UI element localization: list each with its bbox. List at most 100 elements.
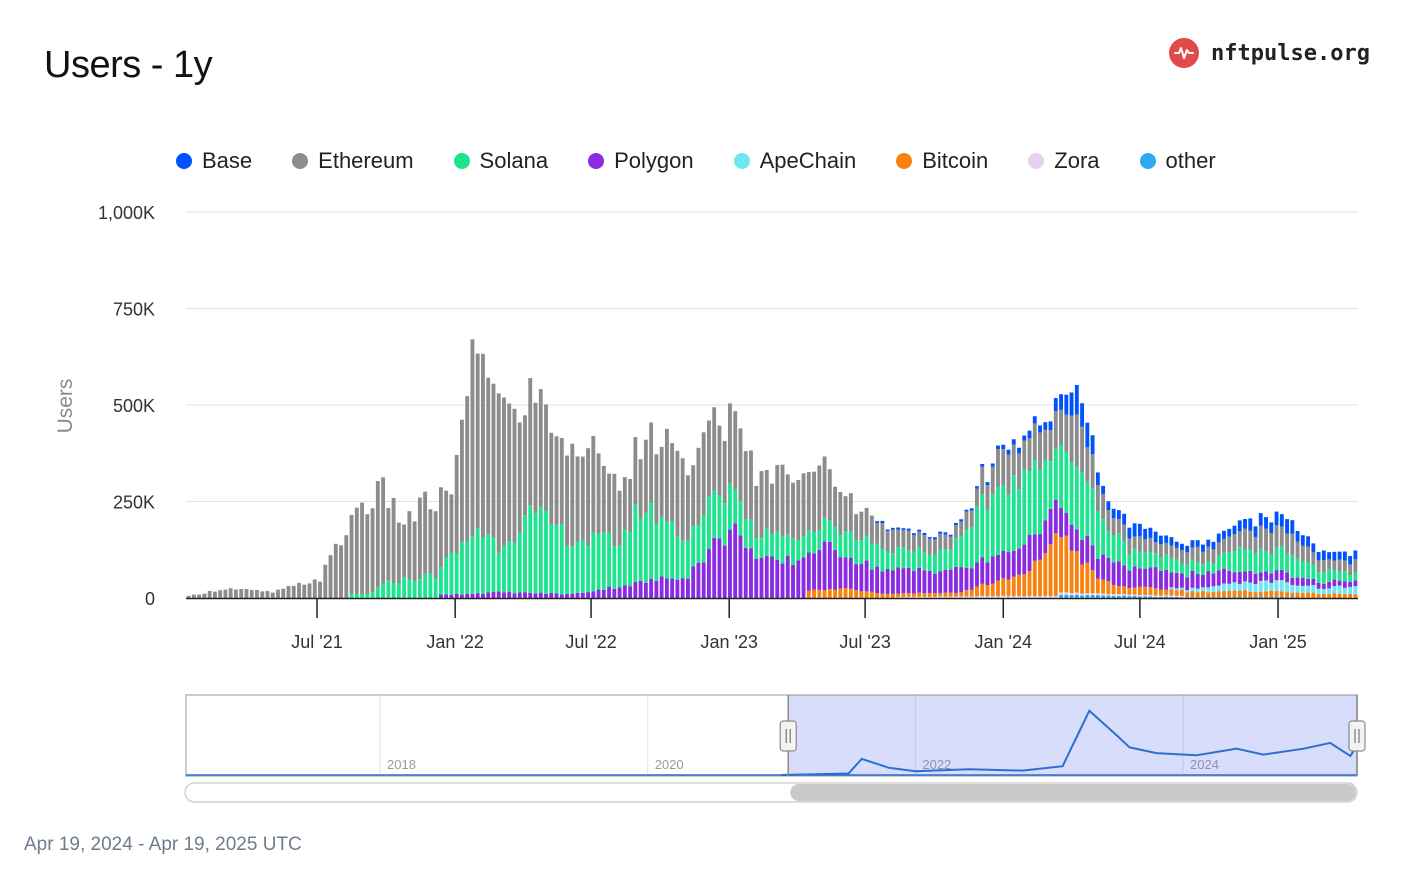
bar-segment-ethereum[interactable] bbox=[601, 465, 606, 533]
bar-segment-solana[interactable] bbox=[381, 583, 386, 598]
bar-segment-polygon[interactable] bbox=[806, 552, 811, 591]
bar-segment-polygon[interactable] bbox=[554, 593, 559, 598]
bar-segment-ethereum[interactable] bbox=[1053, 411, 1058, 449]
bar-segment-ethereum[interactable] bbox=[901, 529, 906, 547]
bar-segment-polygon[interactable] bbox=[1206, 571, 1211, 588]
bar-segment-base[interactable] bbox=[1164, 535, 1169, 543]
bar-segment-base[interactable] bbox=[1169, 537, 1174, 546]
bar-segment-ethereum[interactable] bbox=[565, 455, 569, 547]
bar-segment-polygon[interactable] bbox=[538, 592, 543, 598]
bar-segment-solana[interactable] bbox=[985, 509, 990, 563]
bar-segment-solana[interactable] bbox=[1090, 488, 1095, 546]
bar-segment-ethereum[interactable] bbox=[1232, 534, 1237, 552]
bar-segment-polygon[interactable] bbox=[449, 594, 454, 598]
bar-segment-ethereum[interactable] bbox=[854, 514, 859, 541]
bar-segment-solana[interactable] bbox=[628, 531, 633, 587]
bar-segment-solana[interactable] bbox=[785, 534, 790, 557]
bar-segment-ethereum[interactable] bbox=[701, 432, 706, 515]
bar-segment-other[interactable] bbox=[1164, 596, 1169, 598]
bar-segment-apechain[interactable] bbox=[1201, 587, 1205, 591]
bar-segment-base[interactable] bbox=[1174, 541, 1179, 548]
bar-segment-ethereum[interactable] bbox=[517, 422, 522, 534]
bar-segment-ethereum[interactable] bbox=[1174, 547, 1179, 560]
bar-segment-bitcoin[interactable] bbox=[1127, 588, 1132, 595]
bar-segment-solana[interactable] bbox=[496, 552, 501, 592]
bar-segment-bitcoin[interactable] bbox=[1106, 581, 1111, 595]
bar-segment-other[interactable] bbox=[1106, 595, 1111, 598]
bar-segment-ethereum[interactable] bbox=[670, 443, 675, 522]
bar-segment-apechain[interactable] bbox=[1353, 586, 1358, 595]
bar-segment-base[interactable] bbox=[1348, 556, 1353, 565]
bar-segment-ethereum[interactable] bbox=[402, 524, 407, 578]
bar-segment-ethereum[interactable] bbox=[1059, 409, 1063, 446]
bar-segment-polygon[interactable] bbox=[896, 567, 901, 594]
bar-segment-solana[interactable] bbox=[717, 495, 722, 539]
bar-segment-solana[interactable] bbox=[890, 553, 895, 571]
bar-segment-polygon[interactable] bbox=[1048, 508, 1053, 545]
bar-segment-ethereum[interactable] bbox=[1074, 414, 1079, 467]
bar-segment-ethereum[interactable] bbox=[717, 425, 722, 496]
bar-segment-polygon[interactable] bbox=[1195, 574, 1200, 589]
drag-handle-icon[interactable] bbox=[1348, 720, 1366, 752]
bar-segment-solana[interactable] bbox=[470, 536, 475, 594]
bar-segment-base[interactable] bbox=[996, 445, 1000, 450]
bar-segment-base[interactable] bbox=[985, 482, 990, 486]
bar-segment-solana[interactable] bbox=[1137, 551, 1142, 569]
bar-segment-solana[interactable] bbox=[990, 494, 995, 557]
bar-segment-polygon[interactable] bbox=[822, 541, 827, 591]
bar-segment-solana[interactable] bbox=[722, 503, 727, 546]
bar-segment-polygon[interactable] bbox=[1306, 578, 1310, 586]
bar-segment-ethereum[interactable] bbox=[502, 397, 506, 546]
bar-segment-polygon[interactable] bbox=[1348, 581, 1353, 587]
bar-segment-polygon[interactable] bbox=[570, 593, 575, 598]
bar-segment-solana[interactable] bbox=[1053, 448, 1058, 500]
bar-segment-ethereum[interactable] bbox=[360, 502, 364, 594]
bar-segment-bitcoin[interactable] bbox=[1090, 570, 1095, 594]
bar-segment-other[interactable] bbox=[1069, 594, 1074, 598]
bar-segment-solana[interactable] bbox=[975, 506, 979, 563]
bar-segment-polygon[interactable] bbox=[880, 571, 885, 594]
bar-segment-zora[interactable] bbox=[901, 597, 906, 598]
bar-segment-base[interactable] bbox=[1137, 523, 1142, 537]
bar-segment-other[interactable] bbox=[1174, 597, 1179, 598]
bar-segment-apechain[interactable] bbox=[1185, 590, 1190, 593]
bar-segment-polygon[interactable] bbox=[638, 580, 643, 598]
bar-segment-ethereum[interactable] bbox=[339, 545, 343, 598]
bar-segment-base[interactable] bbox=[1006, 449, 1011, 455]
navigator-right-handle[interactable] bbox=[1348, 720, 1366, 752]
bar-segment-bitcoin[interactable] bbox=[1279, 591, 1284, 597]
bar-segment-apechain[interactable] bbox=[1237, 583, 1242, 591]
bar-segment-solana[interactable] bbox=[906, 550, 911, 568]
bar-segment-solana[interactable] bbox=[444, 557, 449, 595]
bar-segment-base[interactable] bbox=[975, 486, 979, 489]
bar-segment-solana[interactable] bbox=[370, 591, 375, 598]
bar-segment-ethereum[interactable] bbox=[707, 420, 711, 496]
bar-segment-bitcoin[interactable] bbox=[1311, 592, 1316, 598]
navigator-selection[interactable] bbox=[788, 695, 1357, 776]
bar-segment-other[interactable] bbox=[1201, 597, 1205, 598]
bar-segment-bitcoin[interactable] bbox=[980, 583, 985, 596]
bar-segment-ethereum[interactable] bbox=[1327, 559, 1332, 570]
bar-segment-bitcoin[interactable] bbox=[1258, 591, 1263, 597]
bar-segment-polygon[interactable] bbox=[1022, 544, 1027, 575]
bar-segment-other[interactable] bbox=[1132, 595, 1137, 598]
bar-segment-solana[interactable] bbox=[812, 531, 816, 554]
bar-segment-ethereum[interactable] bbox=[428, 509, 433, 574]
bar-segment-polygon[interactable] bbox=[685, 578, 690, 598]
bar-segment-ethereum[interactable] bbox=[344, 535, 349, 598]
bar-segment-base[interactable] bbox=[896, 527, 901, 530]
bar-segment-ethereum[interactable] bbox=[848, 493, 853, 532]
bar-segment-bitcoin[interactable] bbox=[1085, 562, 1090, 594]
bar-segment-ethereum[interactable] bbox=[1248, 530, 1253, 550]
bar-segment-base[interactable] bbox=[1248, 518, 1253, 531]
bar-segment-solana[interactable] bbox=[1064, 451, 1069, 513]
bar-segment-zora[interactable] bbox=[1006, 596, 1011, 598]
bar-segment-polygon[interactable] bbox=[470, 593, 475, 598]
bar-segment-bitcoin[interactable] bbox=[1080, 564, 1085, 594]
bar-segment-polygon[interactable] bbox=[1027, 534, 1032, 572]
bar-segment-base[interactable] bbox=[1216, 533, 1221, 543]
bar-segment-ethereum[interactable] bbox=[1027, 438, 1032, 472]
bar-segment-solana[interactable] bbox=[911, 551, 916, 571]
bar-segment-bitcoin[interactable] bbox=[1137, 586, 1142, 595]
bar-segment-other[interactable] bbox=[1279, 596, 1284, 598]
